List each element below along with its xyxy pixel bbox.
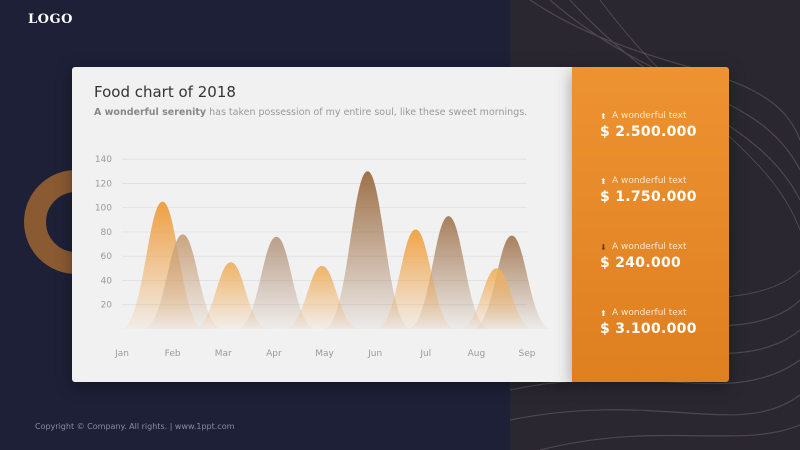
- area-peak: [323, 171, 412, 329]
- stat-label: A wonderful text: [612, 176, 687, 186]
- x-tick-label: Jun: [367, 349, 382, 359]
- area-peak: [142, 234, 223, 329]
- logo: LOGO: [28, 12, 73, 27]
- subtitle-bold: A wonderful serenity: [94, 107, 207, 118]
- y-tick-label: 100: [95, 204, 112, 214]
- y-tick-label: 60: [101, 252, 113, 262]
- x-tick-label: Jan: [114, 349, 129, 359]
- stat-label: A wonderful text: [612, 111, 687, 121]
- stats-panel: ⬆ A wonderful text $ 2.500.000 ⬆ A wonderf…: [572, 67, 729, 382]
- area-peak: [192, 262, 270, 329]
- stat-value: $ 240.000: [600, 255, 682, 271]
- y-tick-label: 140: [95, 155, 112, 165]
- stat-3: ⬇ A wonderful text $ 240.000: [600, 242, 687, 271]
- x-tick-label: Feb: [165, 349, 181, 359]
- stat-value: $ 3.100.000: [600, 321, 697, 337]
- area-peak: [458, 268, 535, 329]
- chart-subtitle: A wonderful serenity has taken possessio…: [94, 107, 564, 118]
- x-tick-label: Jul: [419, 349, 431, 359]
- y-tick-label: 20: [101, 301, 113, 311]
- x-tick-label: Apr: [266, 349, 282, 359]
- x-tick-label: Mar: [215, 349, 232, 359]
- arrow-up-icon: ⬆: [600, 111, 607, 121]
- y-tick-label: 40: [101, 276, 113, 286]
- stat-4: ⬆ A wonderful text $ 3.100.000: [600, 308, 697, 337]
- area-peak: [375, 229, 456, 329]
- y-tick-label: 120: [95, 179, 112, 189]
- x-tick-label: May: [315, 349, 334, 359]
- chart-card: Food chart of 2018 A wonderful serenity …: [72, 67, 572, 382]
- subtitle-rest: has taken possession of my entire soul, …: [206, 107, 528, 118]
- area-chart: 20 40 60 80 100 120 140 Jan Feb Mar Apr May Jun Jul Au…: [95, 155, 552, 359]
- arrow-up-icon: ⬆: [600, 176, 607, 186]
- chart-title: Food chart of 2018: [94, 83, 236, 101]
- stat-2: ⬆ A wonderful text $ 1.750.000: [600, 176, 697, 205]
- x-tick-label: Aug: [468, 349, 486, 359]
- stat-value: $ 1.750.000: [600, 189, 697, 205]
- x-tick-label: Sep: [519, 349, 536, 359]
- arrow-up-icon: ⬆: [600, 308, 607, 318]
- stat-1: ⬆ A wonderful text $ 2.500.000: [600, 111, 697, 140]
- stat-label: A wonderful text: [612, 308, 687, 318]
- arrow-down-icon: ⬇: [600, 242, 607, 252]
- stat-label: A wonderful text: [612, 242, 687, 252]
- footer-copyright: Copyright © Company. All rights. | www.1…: [35, 422, 235, 431]
- y-tick-label: 80: [101, 228, 113, 238]
- area-peak: [236, 236, 317, 329]
- stat-value: $ 2.500.000: [600, 124, 697, 140]
- area-peak: [283, 265, 360, 329]
